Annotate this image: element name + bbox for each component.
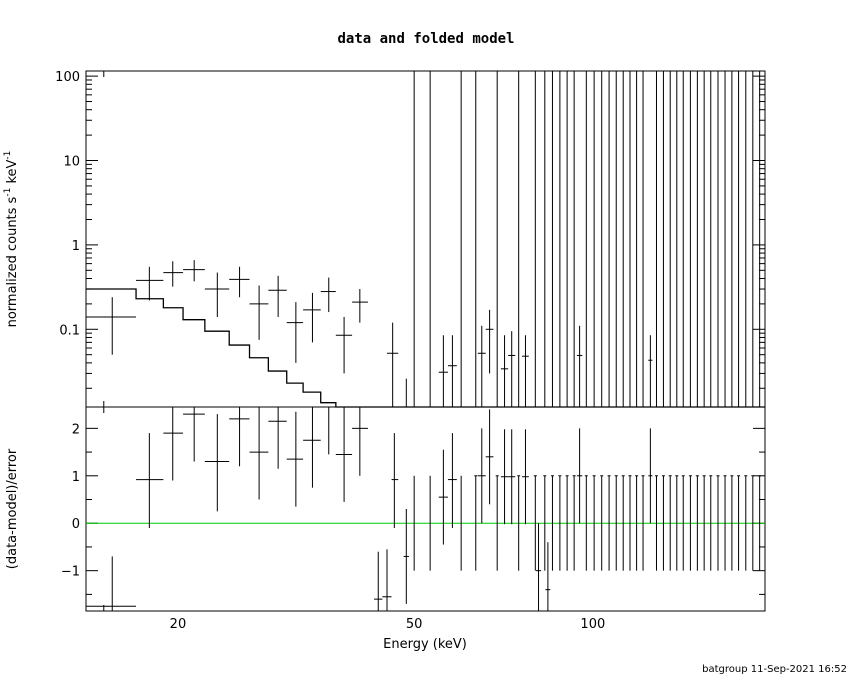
folded-model-line: [86, 288, 765, 408]
upper-limit-bars: [475, 71, 761, 407]
top-y-axis: 0.1 1 10 100: [55, 70, 765, 389]
bottom-y-tick-label: −1: [61, 565, 80, 580]
top-data-points: [86, 71, 653, 407]
top-ylabel-text: normalized counts s: [5, 196, 20, 327]
bottom-y-tick-label: 0: [72, 517, 80, 532]
footer-stamp: batgroup 11-Sep-2021 16:52: [702, 664, 847, 675]
residual-points: [86, 406, 762, 611]
top-y-axis-label: normalized counts s-1 keV-1: [3, 151, 20, 328]
chart-title: data and folded model: [337, 31, 514, 47]
x-tick-label: 100: [580, 617, 605, 632]
top-y-tick-label: 0.1: [59, 323, 80, 338]
bottom-y-tick-label: 2: [72, 422, 80, 437]
bottom-y-axis: −1 0 1 2: [61, 422, 765, 595]
x-tick-label: 20: [170, 617, 187, 632]
top-ylabel-sup2: -1: [3, 151, 13, 160]
top-ylabel-sup1: -1: [3, 188, 13, 197]
top-y-tick-label: 10: [63, 155, 80, 170]
model-step-path: [86, 288, 765, 408]
bottom-y-axis-label: (data-model)/error: [5, 448, 20, 569]
top-y-tick-label: 100: [55, 70, 80, 85]
bottom-y-tick-label: 1: [72, 470, 80, 485]
x-tick-label: 50: [406, 617, 423, 632]
top-ylabel-unit: keV: [5, 159, 20, 187]
top-y-tick-label: 1: [72, 239, 80, 254]
x-axis: 20 50 100: [103, 71, 605, 632]
x-axis-label: Energy (keV): [383, 637, 467, 652]
